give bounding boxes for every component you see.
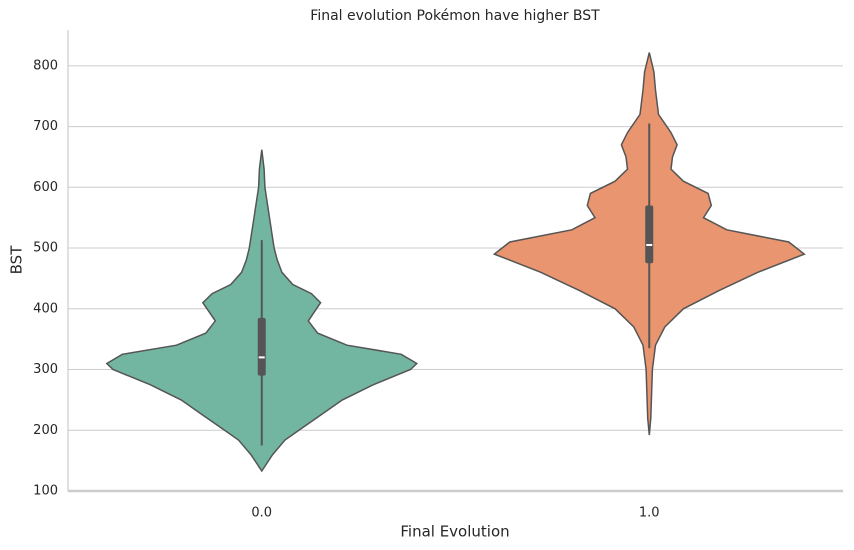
y-tick-label: 200: [33, 423, 58, 438]
y-axis-label: BST: [8, 245, 26, 275]
y-tick-label: 800: [33, 58, 58, 73]
box: [645, 205, 654, 264]
y-tick-label: 400: [33, 301, 58, 316]
box: [257, 317, 266, 376]
y-tick-label: 500: [33, 241, 58, 256]
y-tick-label: 700: [33, 119, 58, 134]
y-tick-label: 300: [33, 362, 58, 377]
x-tick-label: 1.0: [639, 506, 660, 521]
x-tick-label: 0.0: [251, 506, 272, 521]
y-tick-label: 100: [33, 484, 58, 499]
x-axis-label: Final Evolution: [400, 523, 509, 541]
y-tick-label: 600: [33, 180, 58, 195]
chart-title: Final evolution Pokémon have higher BST: [310, 8, 600, 24]
